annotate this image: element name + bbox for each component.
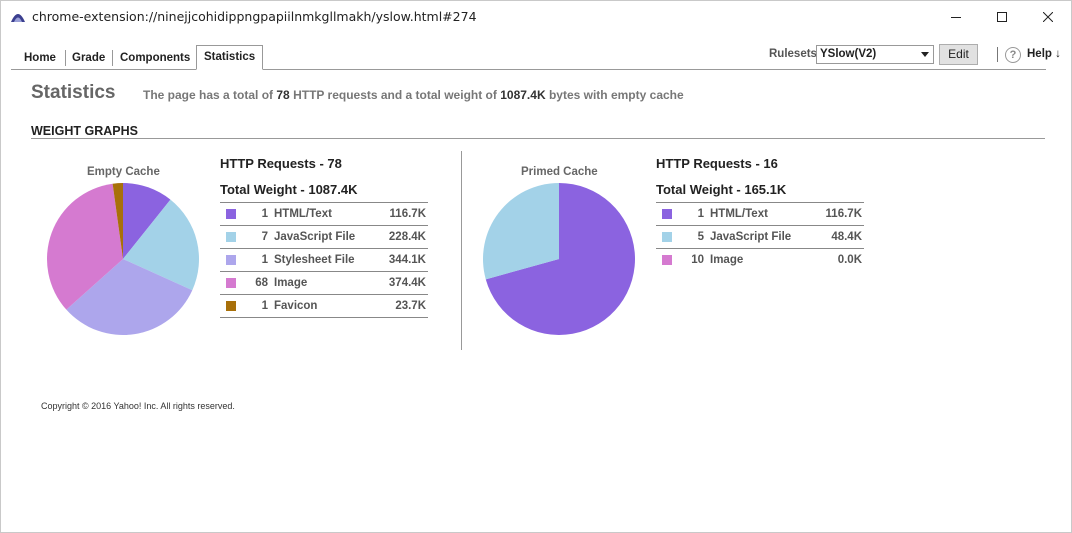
section-divider xyxy=(31,138,1045,139)
pie-slice-html-text xyxy=(123,183,171,259)
tab-components[interactable]: Components xyxy=(120,52,191,64)
close-button[interactable] xyxy=(1025,1,1071,32)
table-row: 1 HTML/Text 116.7K xyxy=(220,203,428,226)
row-label: HTML/Text xyxy=(710,208,768,220)
row-weight: 228.4K xyxy=(388,231,426,243)
row-weight: 344.1K xyxy=(388,254,426,266)
primed-cache-stats-table: 1 HTML/Text 116.7K 5 JavaScript File 48.… xyxy=(656,202,864,272)
legend-swatch xyxy=(226,232,236,242)
graphs-divider xyxy=(461,151,462,350)
tab-bar: Home Grade Components Statistics xyxy=(11,45,1046,70)
pie-slice-javascript-file xyxy=(483,183,559,280)
minimize-icon xyxy=(951,16,961,18)
row-weight: 23.7K xyxy=(395,300,426,312)
row-count: 7 xyxy=(261,231,268,243)
table-row: 68 Image 374.4K xyxy=(220,272,428,295)
primed-cache-requests-title: HTTP Requests - 16 xyxy=(656,156,778,171)
primed-cache-pie-label: Primed Cache xyxy=(521,166,598,178)
row-weight: 116.7K xyxy=(825,208,862,220)
row-count: 1 xyxy=(261,254,268,266)
row-count: 5 xyxy=(697,231,704,243)
primed-cache-pie-chart xyxy=(483,183,635,335)
ruleset-select[interactable]: YSlow(V2) xyxy=(816,45,934,64)
legend-swatch xyxy=(226,301,236,311)
help-icon[interactable]: ? xyxy=(1005,47,1021,63)
summary-text-pre: The page has a total of xyxy=(143,88,274,102)
row-label: JavaScript File xyxy=(274,231,356,243)
row-weight: 0.0K xyxy=(837,254,862,266)
ruleset-selected-value: YSlow(V2) xyxy=(820,48,877,60)
table-row: 1 HTML/Text 116.7K xyxy=(656,203,864,226)
legend-swatch xyxy=(226,278,236,288)
row-count: 1 xyxy=(261,208,268,220)
tab-grade[interactable]: Grade xyxy=(72,52,106,64)
summary-text-post: bytes with empty cache xyxy=(548,88,684,102)
row-count: 10 xyxy=(691,254,704,266)
row-weight: 116.7K xyxy=(389,208,426,220)
empty-cache-weight-title: Total Weight - 1087.4K xyxy=(220,182,358,197)
maximize-icon xyxy=(997,11,1007,22)
toolbar-divider xyxy=(997,47,998,62)
table-row: 1 Favicon 23.7K xyxy=(220,295,428,318)
close-icon xyxy=(1043,11,1053,22)
legend-swatch xyxy=(662,255,672,265)
primed-cache-weight-title: Total Weight - 165.1K xyxy=(656,182,787,197)
empty-cache-pie-chart xyxy=(46,183,199,335)
row-label: JavaScript File xyxy=(710,231,792,243)
tab-separator xyxy=(65,50,66,66)
copyright-footer: Copyright © 2016 Yahoo! Inc. All rights … xyxy=(41,401,235,411)
section-title: WEIGHT GRAPHS xyxy=(31,124,138,138)
pie-slice-favicon xyxy=(112,183,123,259)
window-title: chrome-extension://ninejjcohidippngpapii… xyxy=(32,9,477,24)
row-label: Stylesheet File xyxy=(274,254,355,266)
row-label: Image xyxy=(710,254,744,266)
summary-requests-count: 78 xyxy=(276,88,290,102)
summary-text-mid: HTTP requests and a total weight of xyxy=(293,88,497,102)
row-count: 1 xyxy=(261,300,268,312)
title-bar: chrome-extension://ninejjcohidippngpapii… xyxy=(1,1,1071,32)
legend-swatch xyxy=(662,232,672,242)
minimize-button[interactable] xyxy=(933,1,979,32)
help-link[interactable]: Help ↓ xyxy=(1027,48,1061,60)
yslow-app-icon xyxy=(11,14,25,22)
rulesets-label: Rulesets xyxy=(769,48,817,60)
row-weight: 48.4K xyxy=(831,231,862,243)
tab-statistics[interactable]: Statistics xyxy=(196,45,264,70)
table-row: 7 JavaScript File 228.4K xyxy=(220,226,428,249)
pie-slice-image xyxy=(46,183,123,310)
empty-cache-pie-label: Empty Cache xyxy=(87,166,160,178)
page-summary: The page has a total of 78 HTTP requests… xyxy=(143,88,684,102)
summary-total-weight: 1087.4K xyxy=(500,88,546,102)
pie-slice-html-text xyxy=(485,183,635,335)
chevron-down-icon xyxy=(921,52,929,57)
maximize-button[interactable] xyxy=(979,1,1025,32)
pie-slice-javascript-file xyxy=(123,199,199,291)
legend-swatch xyxy=(226,255,236,265)
empty-cache-stats-table: 1 HTML/Text 116.7K 7 JavaScript File 228… xyxy=(220,202,428,318)
tab-separator xyxy=(112,50,113,66)
table-row: 5 JavaScript File 48.4K xyxy=(656,226,864,249)
legend-swatch xyxy=(226,209,236,219)
empty-cache-requests-title: HTTP Requests - 78 xyxy=(220,156,342,171)
table-row: 1 Stylesheet File 344.1K xyxy=(220,249,428,272)
row-count: 68 xyxy=(255,277,268,289)
legend-swatch xyxy=(662,209,672,219)
tab-home[interactable]: Home xyxy=(24,52,56,64)
row-label: Favicon xyxy=(274,300,318,312)
edit-button[interactable]: Edit xyxy=(939,44,978,65)
row-label: HTML/Text xyxy=(274,208,332,220)
pie-slice-stylesheet-file xyxy=(66,259,193,335)
page-title: Statistics xyxy=(31,82,116,103)
row-weight: 374.4K xyxy=(388,277,426,289)
row-count: 1 xyxy=(697,208,704,220)
table-row: 10 Image 0.0K xyxy=(656,249,864,272)
row-label: Image xyxy=(274,277,308,289)
